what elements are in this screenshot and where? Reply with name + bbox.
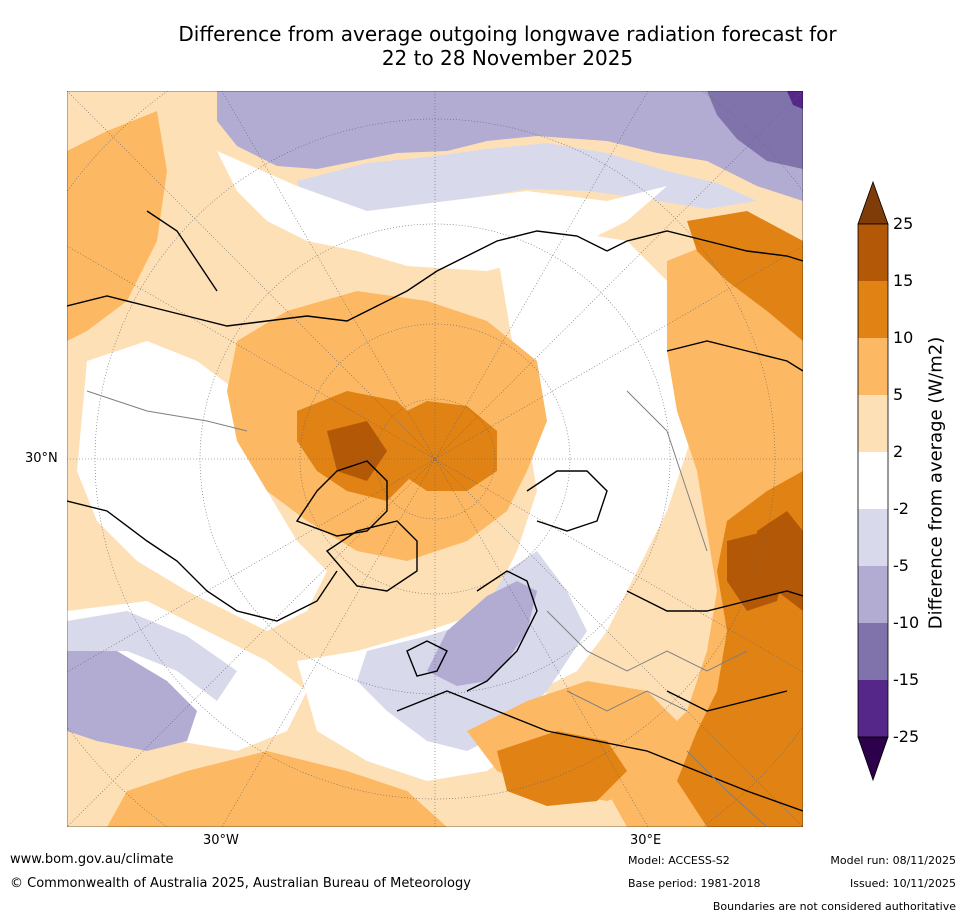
colorbar xyxy=(857,180,889,782)
footer-url[interactable]: www.bom.gov.au/climate xyxy=(10,852,174,867)
colorbar-bin-2-5 xyxy=(858,395,888,452)
colorbar-bin-10-15 xyxy=(858,281,888,338)
colorbar-title: Difference from average (W/m2) xyxy=(925,336,947,630)
colorbar-bin-minus-10-15 xyxy=(858,623,888,680)
anomaly-region-minus-2-north xyxy=(297,143,757,219)
colorbar-bin-minus-2-5 xyxy=(858,509,888,566)
colorbar-tick: 5 xyxy=(893,385,904,404)
colorbar-tick: 2 xyxy=(893,442,904,461)
colorbar-tick: -2 xyxy=(893,499,909,518)
graticule xyxy=(67,91,803,827)
footer-model-run: Model run: 08/11/2025 xyxy=(830,854,956,867)
colorbar-tick: -10 xyxy=(893,613,920,632)
anomaly-region-minus-10-northeast xyxy=(707,91,803,169)
anomaly-region-5-to-10-northwest xyxy=(67,111,167,341)
colorbar-bin-5-10 xyxy=(858,338,888,395)
colorbar-tick: 10 xyxy=(893,328,914,347)
colorbar-tick: -25 xyxy=(893,727,920,746)
chart-title: Difference from average outgoing longwav… xyxy=(100,22,915,70)
anomaly-region-minus-5-north xyxy=(217,91,803,201)
olr-anomaly-map[interactable] xyxy=(66,90,804,828)
colorbar-tick: 25 xyxy=(893,214,914,233)
colorbar-bin-minus-5-10 xyxy=(858,566,888,623)
neutral-region-north-america xyxy=(77,341,327,631)
footer-base-period: Base period: 1981-2018 xyxy=(628,877,761,890)
anomaly-region-5-to-10-south xyxy=(107,751,447,827)
footer-disclaimer: Boundaries are not considered authoritat… xyxy=(712,900,956,913)
coastlines xyxy=(67,210,803,812)
colorbar-tick: -5 xyxy=(893,556,909,575)
title-line-1: Difference from average outgoing longwav… xyxy=(178,22,837,46)
label-lon-30w: 30°W xyxy=(203,833,239,848)
colorbar-bin-neutral xyxy=(858,452,888,509)
colorbar-over-triangle xyxy=(857,180,889,225)
colorbar-bin-minus-15-25 xyxy=(858,680,888,737)
footer-model: Model: ACCESS-S2 xyxy=(628,854,730,867)
label-lon-30e: 30°E xyxy=(630,833,662,848)
anomaly-region-minus-5-pacific xyxy=(67,651,197,751)
anomaly-region-minus-2-pacific xyxy=(67,611,237,701)
map-svg xyxy=(66,90,804,828)
title-line-2: 22 to 28 November 2025 xyxy=(381,46,634,70)
footer-copyright: © Commonwealth of Australia 2025, Austra… xyxy=(10,876,471,891)
national-borders xyxy=(86,390,768,827)
colorbar-tick: -15 xyxy=(893,670,920,689)
colorbar-under-triangle xyxy=(857,736,889,782)
label-lat-30n: 30°N xyxy=(25,451,58,466)
colorbar-tick: 15 xyxy=(893,271,914,290)
anomaly-region-15-to-25-central xyxy=(727,531,787,611)
anomaly-region-minus-5-scandinavia xyxy=(427,581,537,686)
footer-issued: Issued: 10/11/2025 xyxy=(849,877,956,890)
anomaly-region-10-to-15-north-africa xyxy=(497,731,627,806)
colorbar-bin-15-25 xyxy=(858,224,888,281)
anomaly-region-minus-15-northeast xyxy=(787,91,803,109)
